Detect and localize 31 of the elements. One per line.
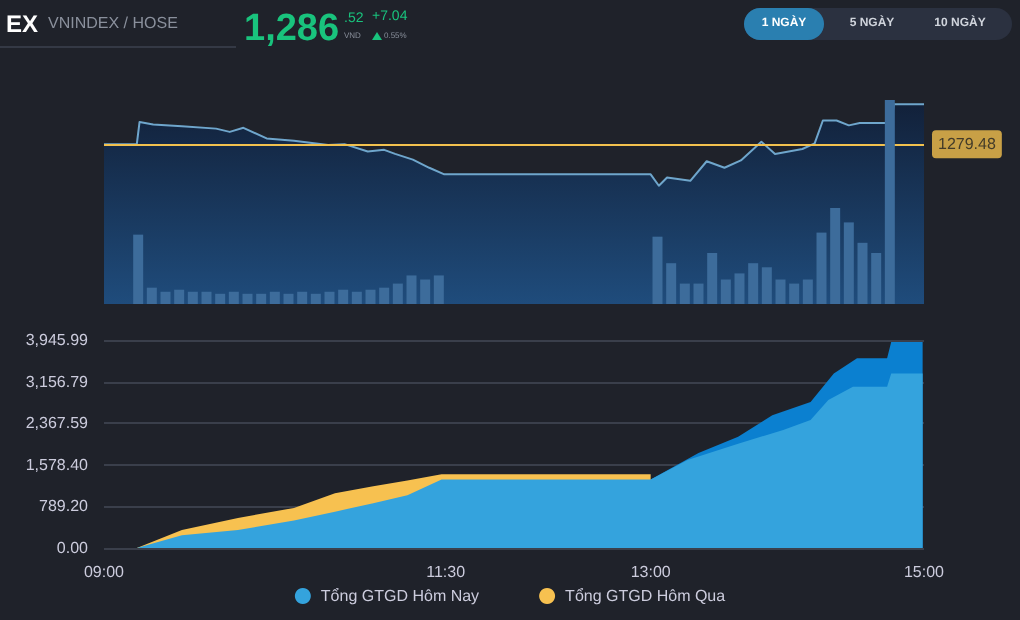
text: VNINDEX / HOSE <box>48 14 178 32</box>
text: 1279.48 <box>938 135 997 154</box>
text: EX <box>6 10 39 38</box>
bar <box>433 275 444 304</box>
x-tick-label: 13:00 <box>630 563 672 581</box>
x-tick-label: 15:00 <box>903 563 946 581</box>
bar <box>720 279 731 304</box>
bar <box>133 234 144 304</box>
x-tick-label: 11:30 <box>426 563 467 581</box>
y-tick-label: 789.20 <box>39 497 90 516</box>
y-tick-label: 3,945.99 <box>25 331 90 349</box>
bar <box>802 279 813 304</box>
bar <box>884 100 895 304</box>
y-tick-label: 2,367.59 <box>25 414 90 433</box>
x-tick-label: 09:00 <box>83 563 126 581</box>
y-tick-label: 3,156.79 <box>25 372 90 391</box>
bar <box>228 291 239 304</box>
text: 1,286 <box>244 8 340 52</box>
y-tick-label: 0.00 <box>56 539 90 557</box>
legend-label: Tổng GTGD Hôm Nay <box>320 587 480 605</box>
bar <box>351 291 362 304</box>
legend-label: Tổng GTGD Hôm Qua <box>565 587 727 605</box>
bar <box>392 283 403 304</box>
bar <box>679 283 690 304</box>
y-tick-label: 1,578.40 <box>25 455 90 474</box>
bar <box>761 267 772 304</box>
bar <box>187 291 198 304</box>
bar <box>146 287 157 304</box>
bar <box>269 291 280 304</box>
bar <box>310 293 321 304</box>
bar <box>843 222 854 304</box>
